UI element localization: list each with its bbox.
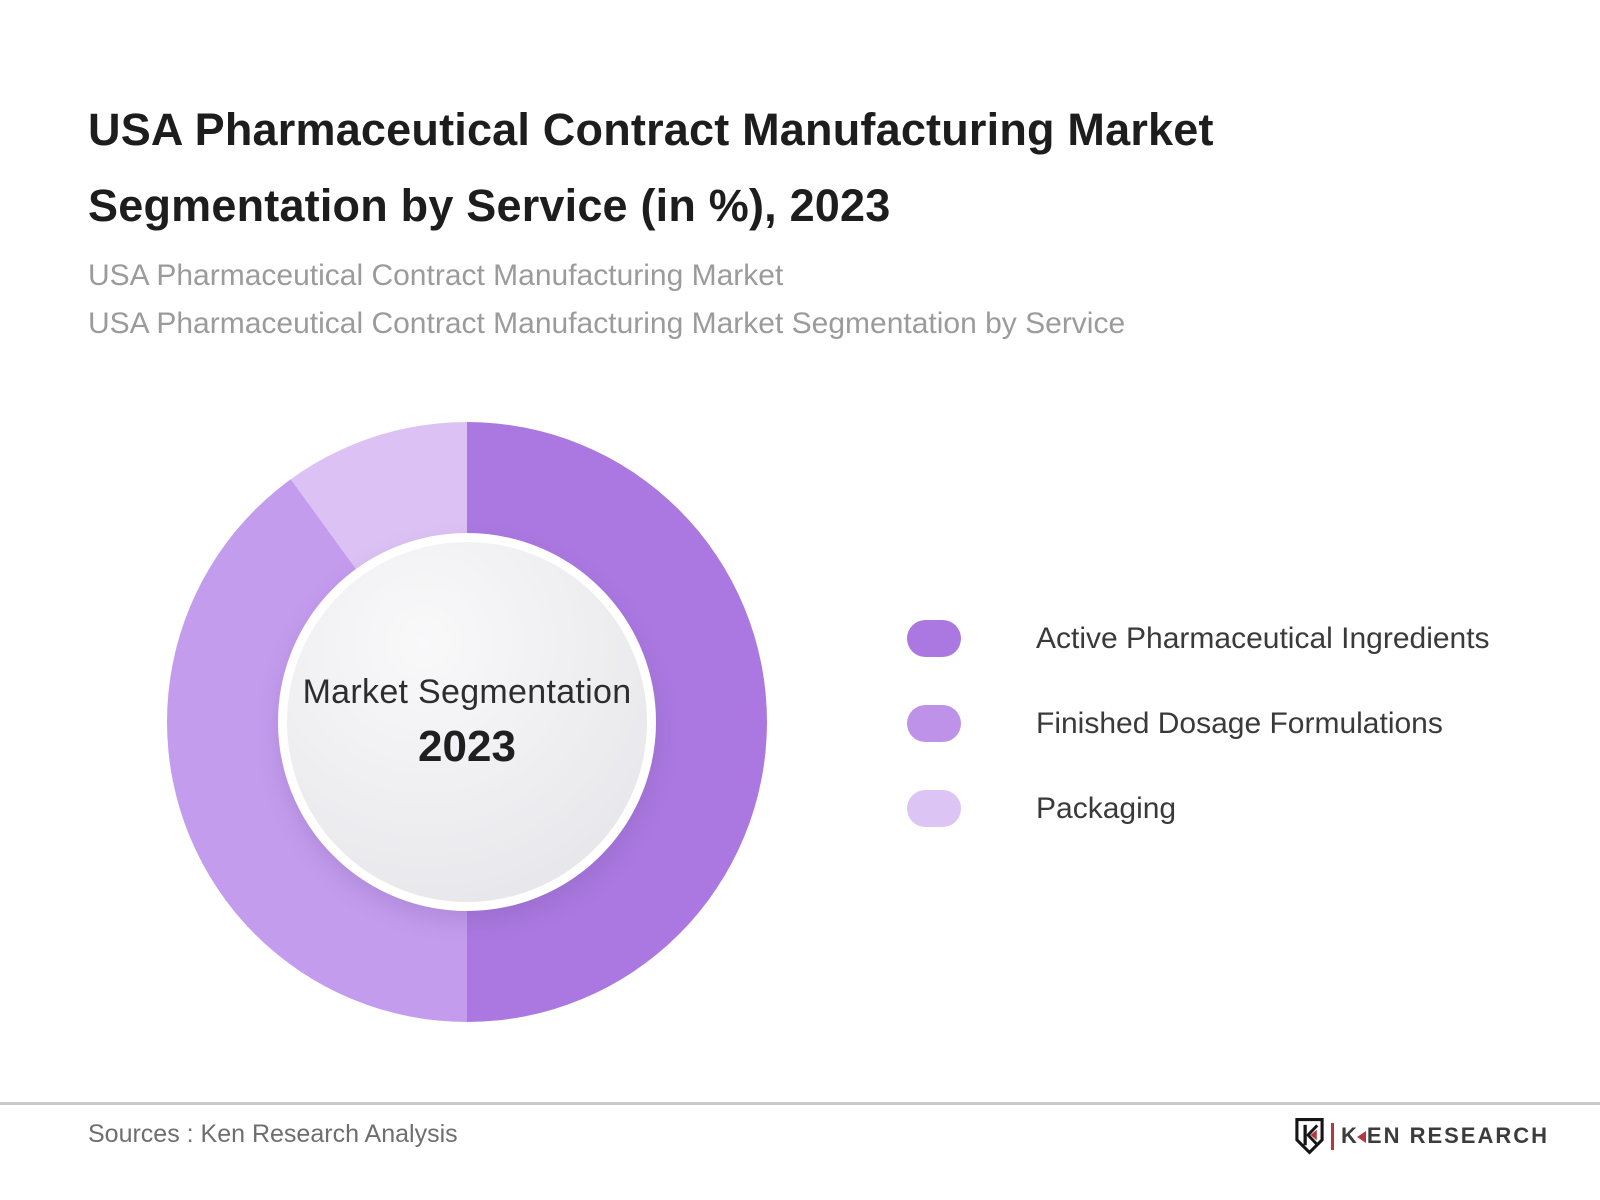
donut-center-year: 2023	[418, 721, 516, 771]
subtitle-block: USA Pharmaceutical Contract Manufacturin…	[88, 252, 1508, 348]
legend-item-pkg: Packaging	[907, 790, 1490, 827]
page-title: USA Pharmaceutical Contract Manufacturin…	[88, 104, 1214, 232]
subtitle-line-2: USA Pharmaceutical Contract Manufacturin…	[88, 307, 1126, 340]
ken-research-shield-icon	[1295, 1117, 1324, 1155]
legend-label-api: Active Pharmaceutical Ingredients	[1036, 621, 1490, 655]
logo-wordmark: K EN RESEARCH	[1341, 1123, 1549, 1149]
logo-wordmark-k: K	[1341, 1123, 1359, 1148]
donut-center: Market Segmentation 2023	[278, 533, 656, 911]
legend-label-fdf: Finished Dosage Formulations	[1036, 706, 1443, 740]
logo-wordmark-rest: EN RESEARCH	[1366, 1123, 1550, 1148]
legend-item-fdf: Finished Dosage Formulations	[907, 705, 1490, 742]
ken-research-logo: K EN RESEARCH	[1294, 1114, 1549, 1158]
logo-red-triangle-icon	[1356, 1131, 1366, 1143]
legend-swatch-fdf	[907, 705, 961, 742]
chart-legend: Active Pharmaceutical Ingredients Finish…	[907, 620, 1490, 827]
donut-chart: Market Segmentation 2023	[167, 422, 767, 1022]
footer-divider	[0, 1102, 1600, 1105]
legend-swatch-pkg	[907, 790, 961, 827]
legend-swatch-api	[907, 620, 961, 657]
logo-divider-bar	[1331, 1122, 1334, 1150]
legend-item-api: Active Pharmaceutical Ingredients	[907, 620, 1490, 657]
sources-note: Sources : Ken Research Analysis	[88, 1120, 458, 1148]
subtitle-line-1: USA Pharmaceutical Contract Manufacturin…	[88, 259, 784, 292]
legend-label-pkg: Packaging	[1036, 791, 1177, 825]
donut-center-label: Market Segmentation	[302, 672, 632, 711]
